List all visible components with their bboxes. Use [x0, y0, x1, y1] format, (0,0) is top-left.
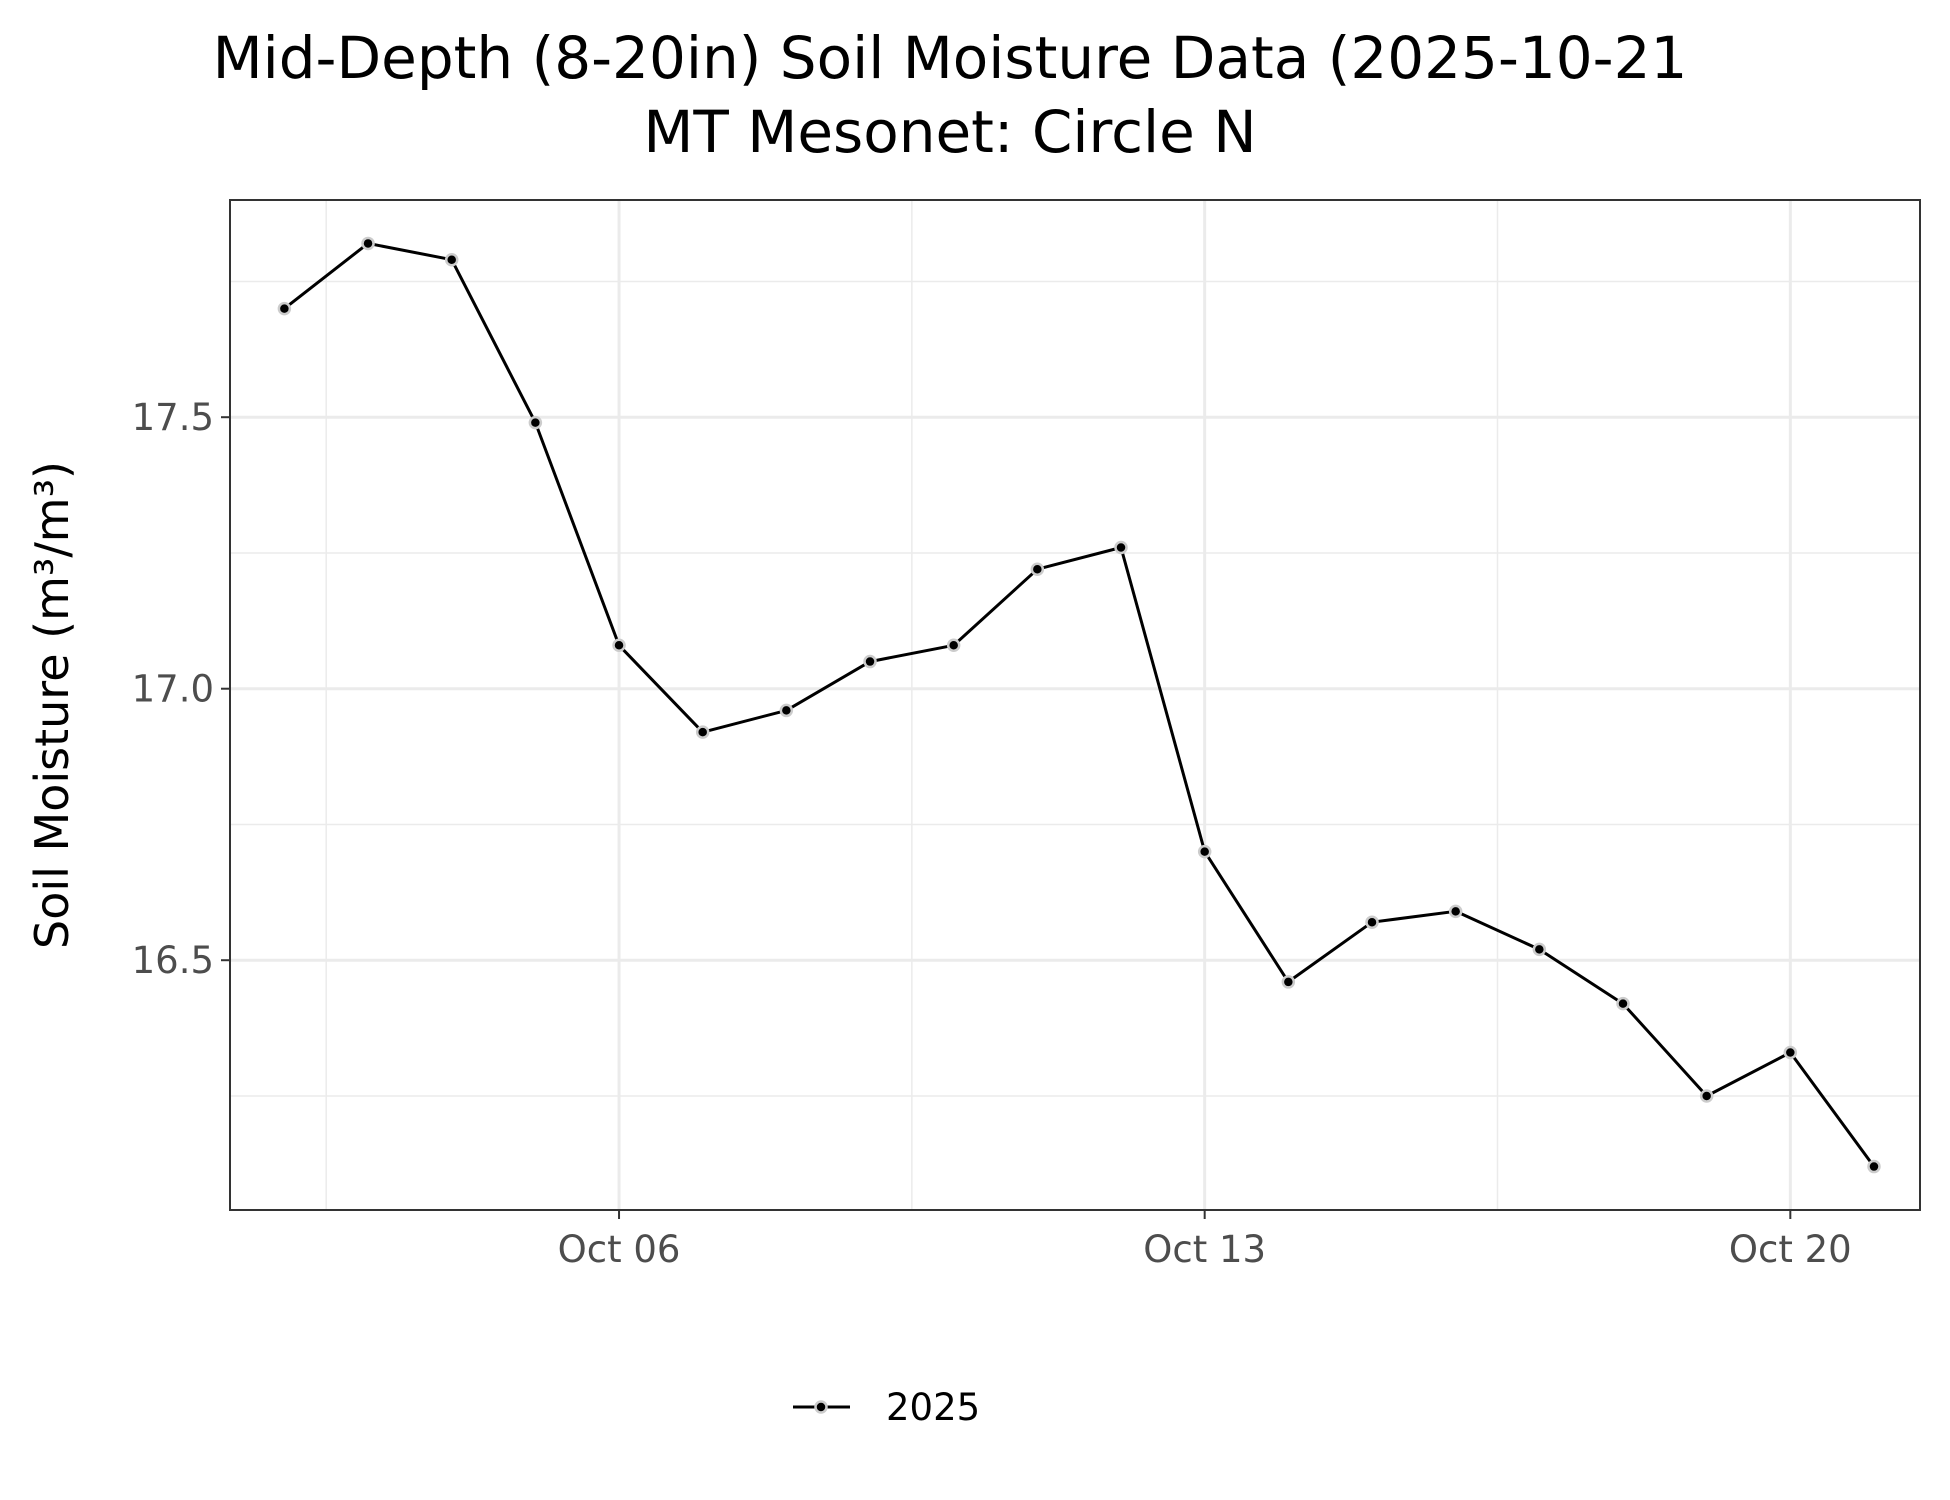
- data-point: [695, 725, 710, 739]
- data-point: [361, 236, 375, 251]
- data-point: [444, 252, 459, 267]
- y-tick-label: 16.5: [132, 939, 214, 982]
- data-point: [1448, 904, 1463, 919]
- series-line-2025: [283, 241, 1876, 1168]
- legend-marker-2025: [814, 1400, 828, 1414]
- data-point: [277, 301, 292, 316]
- y-axis-title: Soil Moisture (m³/m³): [25, 461, 79, 949]
- x-tick-label: Oct 13: [1143, 1228, 1266, 1271]
- data-point: [1699, 1089, 1714, 1103]
- title-line-2: MT Mesonet: Circle N: [643, 98, 1256, 166]
- data-point: [1030, 562, 1045, 576]
- data-point: [1197, 844, 1212, 859]
- plot-background: [230, 200, 1920, 1210]
- x-tick-label: Oct 06: [558, 1228, 681, 1271]
- data-point: [1114, 540, 1128, 555]
- x-axis: Oct 06 Oct 13 Oct 20: [558, 1210, 1852, 1271]
- data-point: [1532, 942, 1547, 957]
- data-point: [946, 638, 961, 653]
- plot-panel-border: [229, 199, 1921, 1211]
- data-point: [1783, 1045, 1798, 1060]
- y-axis: 16.5 17.0 17.5: [132, 396, 230, 982]
- y-tick-label: 17.5: [132, 396, 214, 439]
- data-point: [612, 638, 626, 653]
- data-point: [779, 703, 794, 718]
- legend-label-2025: 2025: [886, 1386, 980, 1429]
- series-layer: [277, 236, 1881, 1174]
- data-point: [528, 415, 543, 430]
- data-point: [1867, 1159, 1881, 1174]
- data-point: [1281, 975, 1296, 989]
- data-point: [1616, 996, 1630, 1011]
- legend: 2025: [793, 1386, 980, 1429]
- data-point: [1365, 915, 1379, 929]
- y-tick-label: 17.0: [132, 668, 214, 711]
- title-line-1: Mid-Depth (8-20in) Soil Moisture Data (2…: [213, 24, 1688, 92]
- x-tick-label: Oct 20: [1729, 1228, 1852, 1271]
- data-point: [863, 654, 877, 669]
- chart-title: Mid-Depth (8-20in) Soil Moisture Data (2…: [213, 24, 1688, 166]
- grid: [230, 200, 1920, 1210]
